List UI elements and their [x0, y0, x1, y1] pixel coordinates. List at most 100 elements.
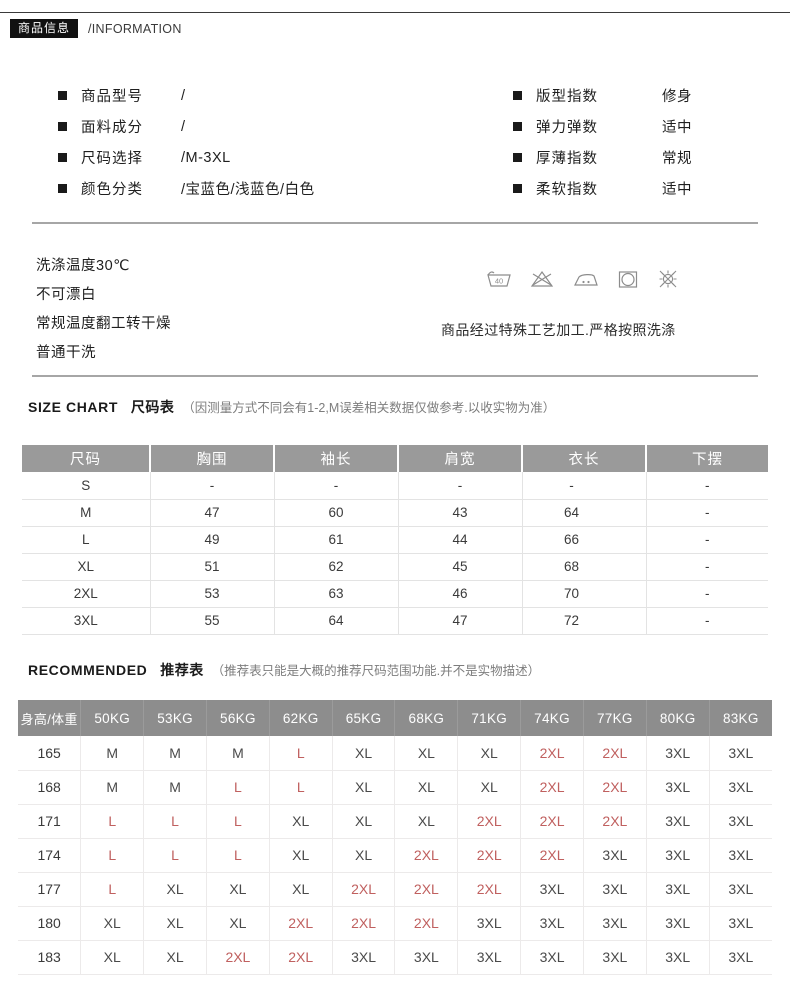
size-cell: 49 — [150, 526, 275, 554]
recommend-size-cell: 2XL — [583, 804, 647, 839]
recommend-size-cell: 3XL — [646, 906, 710, 941]
care-instruction-list: 洗涤温度30℃ 不可漂白 常规温度翻工转干燥 普通干洗 — [36, 252, 171, 368]
recommend-size-cell: 2XL — [457, 838, 522, 873]
information-badge: 商品信息 — [10, 19, 79, 38]
spec-row: 柔软指数 适中 — [513, 173, 790, 204]
recommend-size-cell: XL — [394, 770, 459, 805]
square-bullet-icon — [513, 91, 522, 100]
recommend-size-cell: L — [80, 804, 145, 839]
size-cell: 61 — [274, 526, 399, 554]
recommend-header-cell: 68KG — [394, 700, 459, 736]
do-not-bleach-icon — [529, 269, 555, 289]
size-cell: - — [646, 472, 768, 500]
recommend-header-cell: 80KG — [646, 700, 710, 736]
recommend-size-cell: 3XL — [583, 872, 647, 907]
recommend-size-cell: XL — [332, 804, 396, 839]
recommend-size-cell: XL — [143, 872, 207, 907]
recommend-header-cell: 74KG — [520, 700, 584, 736]
recommend-size-cell: 2XL — [394, 838, 459, 873]
square-bullet-icon — [513, 153, 522, 162]
spec-row: 面料成分 / — [58, 111, 395, 142]
size-cell: 47 — [398, 607, 523, 635]
size-cell: 64 — [274, 607, 399, 635]
spec-row: 厚薄指数 常规 — [513, 142, 790, 173]
table-row: L 49 61 44 66 - — [22, 526, 768, 554]
size-cell: 46 — [398, 580, 523, 608]
recommend-size-cell: XL — [269, 804, 333, 839]
recommend-size-cell: L — [206, 770, 270, 805]
recommend-size-cell: 3XL — [646, 804, 710, 839]
care-note: 商品经过特殊工艺加工.严格按照洗涤 — [441, 322, 676, 338]
recommend-size-cell: XL — [80, 940, 145, 975]
care-instruction-item: 普通干洗 — [36, 345, 96, 361]
recommend-size-cell: 3XL — [709, 872, 772, 907]
table-row: 168 M M L L XL XL XL 2XL 2XL 3XL 3XL — [18, 770, 772, 805]
care-instruction-item: 不可漂白 — [36, 287, 96, 303]
recommend-size-cell: 3XL — [583, 940, 647, 975]
top-rule — [0, 12, 790, 13]
table-row: M 47 60 43 64 - — [22, 499, 768, 527]
spec-value: 适中 — [662, 182, 692, 198]
recommend-header-row: 身高/体重 50KG 53KG 56KG 62KG 65KG 68KG 71KG… — [18, 700, 772, 736]
spec-value: 修身 — [662, 89, 692, 105]
spec-column-right: 版型指数 修身 弹力弹数 适中 厚薄指数 常规 柔软指数 适中 — [395, 80, 790, 204]
recommend-size-cell: L — [80, 838, 145, 873]
recommend-size-cell: L — [269, 770, 333, 805]
recommend-size-cell: XL — [80, 906, 145, 941]
recommend-size-cell: 3XL — [646, 940, 710, 975]
tumble-dry-icon — [617, 269, 639, 289]
recommend-size-cell: M — [206, 736, 270, 771]
spec-label: 颜色分类 — [81, 182, 143, 198]
size-cell: - — [646, 499, 768, 527]
table-row: 183 XL XL 2XL 2XL 3XL 3XL 3XL 3XL 3XL 3XL 3XL — [18, 940, 772, 975]
spec-row: 颜色分类 /宝蓝色/浅蓝色/白色 — [58, 173, 395, 204]
recommend-title-en: RECOMMENDED — [28, 662, 148, 678]
iron-two-dots-icon — [572, 269, 600, 289]
recommend-size-cell: 2XL — [269, 940, 333, 975]
size-cell: 45 — [398, 553, 523, 581]
table-row: 171 L L L XL XL XL 2XL 2XL 2XL 3XL 3XL — [18, 804, 772, 839]
square-bullet-icon — [513, 184, 522, 193]
size-cell: - — [646, 553, 768, 581]
spec-column-left: 商品型号 / 面料成分 / 尺码选择 /M-3XL 颜色分类 /宝蓝色/浅蓝色/… — [0, 80, 395, 204]
recommend-size-cell: L — [80, 872, 145, 907]
recommend-header-cell: 77KG — [583, 700, 647, 736]
spec-value: 常规 — [662, 151, 692, 167]
recommend-size-cell: 3XL — [520, 906, 584, 941]
height-label-cell: 180 — [18, 906, 82, 941]
recommend-size-cell: M — [143, 770, 207, 805]
recommend-size-cell: XL — [269, 872, 333, 907]
recommend-size-cell: XL — [206, 906, 270, 941]
spec-label: 面料成分 — [81, 120, 143, 136]
size-chart-header-cell: 胸围 — [150, 445, 275, 472]
recommend-size-cell: L — [143, 838, 207, 873]
spec-row: 弹力弹数 适中 — [513, 111, 790, 142]
height-label-cell: 171 — [18, 804, 82, 839]
recommend-title-cn: 推荐表 — [160, 662, 204, 678]
recommend-size-cell: 3XL — [709, 906, 772, 941]
size-cell: S — [22, 472, 151, 500]
recommend-size-cell: 2XL — [332, 906, 396, 941]
recommend-size-cell: 2XL — [206, 940, 270, 975]
recommend-size-cell: 3XL — [332, 940, 396, 975]
spec-value: 适中 — [662, 120, 692, 136]
recommend-size-cell: XL — [269, 838, 333, 873]
recommend-size-cell: 2XL — [583, 770, 647, 805]
recommend-size-cell: 3XL — [457, 940, 522, 975]
section-divider — [32, 375, 758, 377]
size-chart-title: SIZE CHART 尺码表 （因测量方式不同会有1-2,M误差相关数据仅做参考… — [28, 397, 555, 417]
size-chart-title-cn: 尺码表 — [130, 399, 175, 415]
information-header: 商品信息 /INFORMATION — [10, 19, 182, 38]
spec-label: 厚薄指数 — [536, 151, 598, 167]
recommend-size-cell: 2XL — [520, 736, 584, 771]
recommend-size-cell: 3XL — [520, 872, 584, 907]
recommend-size-cell: 2XL — [457, 872, 522, 907]
recommendation-table-body: 165 M M M L XL XL XL 2XL 2XL 3XL 3XL 168 M M L L XL XL XL 2X… — [18, 736, 772, 975]
size-cell: 72 — [522, 607, 647, 635]
recommend-title: RECOMMENDED 推荐表 （推荐表只能是大概的推荐尺码范围功能.并不是实物… — [28, 660, 540, 680]
recommend-header-cell: 62KG — [269, 700, 333, 736]
spec-row: 版型指数 修身 — [513, 80, 790, 111]
recommend-size-cell: 3XL — [646, 736, 710, 771]
size-chart-table: 尺码 胸围 袖长 肩宽 衣长 下摆 S - - - - - M 47 60 43… — [22, 445, 768, 635]
size-cell: 63 — [274, 580, 399, 608]
